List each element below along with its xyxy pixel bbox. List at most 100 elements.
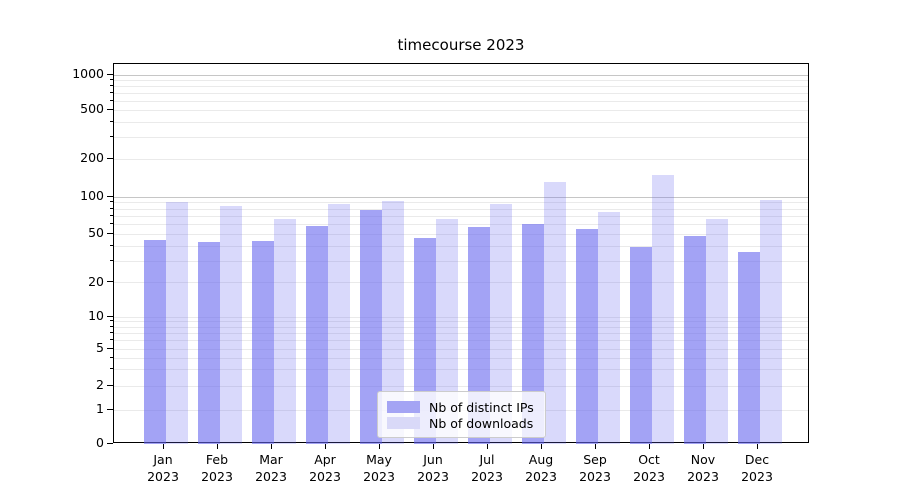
bar-distinct-ips bbox=[522, 223, 544, 444]
gridline bbox=[114, 109, 808, 111]
gridline bbox=[114, 340, 808, 342]
legend: Nb of distinct IPs Nb of downloads bbox=[377, 391, 546, 438]
gridline bbox=[114, 85, 808, 87]
x-tick-mark bbox=[648, 444, 650, 449]
x-tick-mark bbox=[486, 444, 488, 449]
gridline bbox=[114, 208, 808, 210]
y-minor-tick-mark bbox=[110, 339, 113, 341]
x-tick-mark bbox=[594, 444, 596, 449]
x-tick-mark bbox=[432, 444, 434, 449]
y-tick-label: 1 bbox=[96, 401, 104, 416]
bar-distinct-ips bbox=[144, 239, 166, 444]
y-tick-mark bbox=[107, 108, 113, 110]
y-tick-label: 10 bbox=[88, 308, 104, 323]
x-tick-month: Dec bbox=[744, 452, 770, 467]
x-tick-month: Oct bbox=[638, 452, 660, 467]
x-tick-mark bbox=[162, 444, 164, 449]
x-tick-year: 2023 bbox=[687, 468, 719, 484]
y-tick-mark bbox=[107, 232, 113, 234]
gridline bbox=[114, 158, 808, 160]
bar-distinct-ips bbox=[198, 242, 220, 444]
bar-distinct-ips bbox=[252, 241, 274, 444]
x-tick-label: Oct 2023 bbox=[617, 452, 681, 485]
y-tick-label: 5 bbox=[96, 340, 104, 356]
x-tick-label: Jun 2023 bbox=[401, 452, 465, 485]
y-tick-label: 200 bbox=[80, 150, 104, 166]
y-minor-tick-mark bbox=[110, 99, 113, 101]
x-tick-year: 2023 bbox=[147, 468, 179, 484]
legend-item-distinct-ips: Nb of distinct IPs bbox=[387, 399, 536, 415]
gridline bbox=[114, 348, 808, 350]
x-tick-label: Apr 2023 bbox=[293, 452, 357, 485]
y-minor-tick-mark bbox=[110, 244, 113, 246]
gridline bbox=[114, 326, 808, 328]
x-tick-label: Dec 2023 bbox=[725, 452, 789, 485]
gridline-emphasized bbox=[114, 196, 808, 198]
y-minor-tick-mark bbox=[110, 259, 113, 261]
x-tick-month: Sep bbox=[583, 452, 607, 467]
gridline bbox=[114, 260, 808, 262]
gridline bbox=[114, 223, 808, 225]
gridline-emphasized bbox=[114, 74, 808, 76]
x-tick-label: Jul 2023 bbox=[455, 452, 519, 485]
bar-downloads bbox=[490, 203, 512, 444]
x-tick-label: Mar 2023 bbox=[239, 452, 303, 485]
legend-swatch-distinct-ips bbox=[387, 401, 420, 413]
gridline bbox=[114, 79, 808, 81]
plot-area bbox=[113, 63, 809, 444]
y-minor-tick-mark bbox=[110, 91, 113, 93]
y-minor-tick-mark bbox=[110, 84, 113, 86]
y-tick-label: 0 bbox=[96, 435, 104, 450]
x-tick-month: Feb bbox=[205, 452, 229, 467]
x-tick-label: Nov 2023 bbox=[671, 452, 735, 485]
x-tick-month: Jan bbox=[153, 452, 173, 467]
gridline bbox=[114, 233, 808, 235]
x-tick-mark bbox=[378, 444, 380, 449]
y-tick-mark bbox=[107, 384, 113, 386]
gridline bbox=[114, 100, 808, 102]
bar-downloads bbox=[544, 181, 566, 444]
x-tick-year: 2023 bbox=[633, 468, 665, 484]
bar-downloads bbox=[382, 200, 404, 444]
x-tick-year: 2023 bbox=[417, 468, 449, 484]
legend-swatch-downloads bbox=[387, 417, 420, 429]
y-minor-tick-mark bbox=[110, 120, 113, 122]
y-minor-tick-mark bbox=[110, 214, 113, 216]
bar-distinct-ips bbox=[306, 226, 328, 444]
chart-title: timecourse 2023 bbox=[397, 36, 525, 54]
x-tick-month: Aug bbox=[528, 452, 554, 467]
x-tick-label: Aug 2023 bbox=[509, 452, 573, 485]
y-tick-mark bbox=[107, 315, 113, 317]
x-tick-month: May bbox=[366, 452, 392, 467]
bar-distinct-ips bbox=[684, 236, 706, 444]
y-minor-tick-mark bbox=[110, 136, 113, 138]
bar-downloads bbox=[436, 218, 458, 444]
x-tick-year: 2023 bbox=[363, 468, 395, 484]
gridline bbox=[114, 316, 808, 318]
gridline bbox=[114, 245, 808, 247]
bar-downloads bbox=[328, 204, 350, 444]
y-minor-tick-mark bbox=[110, 356, 113, 358]
x-tick-mark bbox=[540, 444, 542, 449]
y-minor-tick-mark bbox=[110, 368, 113, 370]
gridline bbox=[114, 215, 808, 217]
gridline bbox=[114, 369, 808, 371]
bar-distinct-ips bbox=[468, 227, 490, 444]
legend-item-downloads: Nb of downloads bbox=[387, 415, 536, 431]
gridline bbox=[114, 357, 808, 359]
y-minor-tick-mark bbox=[110, 320, 113, 322]
gridline bbox=[114, 137, 808, 139]
x-tick-month: Apr bbox=[314, 452, 336, 467]
x-tick-mark bbox=[216, 444, 218, 449]
x-tick-label: Sep 2023 bbox=[563, 452, 627, 485]
x-tick-month: Jun bbox=[423, 452, 443, 467]
gridline bbox=[114, 92, 808, 94]
x-tick-label: May 2023 bbox=[347, 452, 411, 485]
y-tick-label: 20 bbox=[88, 273, 104, 289]
bar-downloads bbox=[274, 218, 296, 444]
y-tick-mark bbox=[107, 281, 113, 283]
x-tick-mark bbox=[270, 444, 272, 449]
y-tick-mark bbox=[107, 157, 113, 159]
bar-downloads bbox=[706, 219, 728, 444]
